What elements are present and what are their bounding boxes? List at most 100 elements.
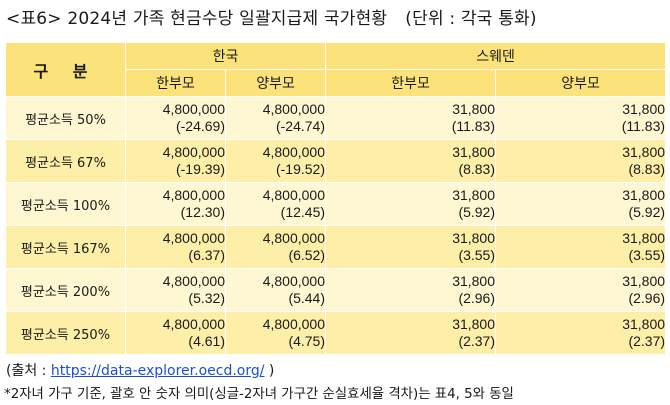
table-cell: 31,800 (3.55) bbox=[495, 225, 667, 269]
table-cell: 31,800 (11.83) bbox=[325, 96, 497, 140]
table-title: <표6> 2024년 가족 현금수당 일괄지급제 국가현황 (단위 : 각국 통화… bbox=[6, 4, 537, 29]
cell-gap: (5.44) bbox=[288, 290, 326, 306]
cell-amount: 31,800 bbox=[622, 316, 666, 332]
source-prefix: (출처 : bbox=[6, 363, 51, 379]
row-label: 평균소득 250% bbox=[5, 311, 126, 355]
row-label: 평균소득 50% bbox=[5, 96, 126, 140]
cell-amount: 4,800,000 bbox=[262, 230, 326, 246]
cell-amount: 4,800,000 bbox=[162, 230, 225, 246]
cell-gap: (-24.69) bbox=[175, 118, 225, 134]
table-cell: 31,800 (2.96) bbox=[325, 268, 497, 312]
cell-amount: 4,800,000 bbox=[262, 187, 326, 203]
cell-gap: (6.52) bbox=[288, 247, 326, 263]
table-cell: 31,800 (8.83) bbox=[325, 139, 497, 183]
header-sub: 한부모 bbox=[125, 69, 226, 97]
table-title-main: <표6> 2024년 가족 현금수당 일괄지급제 국가현황 bbox=[6, 9, 388, 29]
cell-amount: 4,800,000 bbox=[162, 273, 225, 289]
cell-amount: 4,800,000 bbox=[262, 273, 326, 289]
cell-amount: 4,800,000 bbox=[162, 187, 225, 203]
cell-amount: 31,800 bbox=[622, 230, 666, 246]
cell-gap: (11.83) bbox=[621, 118, 666, 134]
row-label: 평균소득 200% bbox=[5, 268, 126, 312]
cell-gap: (5.92) bbox=[458, 204, 496, 220]
table-cell: 31,800 (2.96) bbox=[495, 268, 667, 312]
cell-gap: (2.37) bbox=[628, 333, 666, 349]
cell-gap: (4.75) bbox=[288, 333, 326, 349]
table-cell: 4,800,000 (4.61) bbox=[125, 311, 226, 355]
table-cell: 31,800 (2.37) bbox=[495, 311, 667, 355]
table-row: 평균소득 50% 4,800,000 (-24.69) 4,800,000 (-24.7… bbox=[5, 96, 667, 140]
cell-amount: 31,800 bbox=[452, 144, 496, 160]
cell-gap: (8.83) bbox=[628, 161, 666, 177]
table-row: 평균소득 67% 4,800,000 (-19.39) 4,800,000 (-19.5… bbox=[5, 139, 667, 183]
cell-gap: (11.83) bbox=[451, 118, 496, 134]
cell-gap: (5.92) bbox=[628, 204, 666, 220]
cell-amount: 4,800,000 bbox=[162, 144, 225, 160]
table-row: 평균소득 200% 4,800,000 (5.32) 4,800,000 (5.44) 3… bbox=[5, 268, 667, 312]
cell-gap: (2.37) bbox=[458, 333, 496, 349]
table-cell: 4,800,000 (6.37) bbox=[125, 225, 226, 269]
header-country-korea: 한국 bbox=[124, 42, 327, 70]
table-cell: 31,800 (8.83) bbox=[495, 139, 667, 183]
cell-gap: (6.37) bbox=[188, 247, 225, 263]
header-sub: 한부모 bbox=[325, 69, 497, 97]
table-cell: 4,800,000 (4.75) bbox=[224, 311, 327, 355]
cell-gap: (5.32) bbox=[188, 290, 225, 306]
cell-gap: (-24.74) bbox=[275, 118, 326, 134]
header-sub: 양부모 bbox=[495, 69, 667, 97]
table-row: 평균소득 250% 4,800,000 (4.61) 4,800,000 (4.75) 3… bbox=[5, 311, 667, 355]
table-cell: 4,800,000 (6.52) bbox=[224, 225, 327, 269]
table-cell: 4,800,000 (-24.74) bbox=[224, 96, 327, 140]
table-cell: 4,800,000 (12.30) bbox=[125, 182, 226, 226]
cell-gap: (2.96) bbox=[458, 290, 496, 306]
cell-amount: 31,800 bbox=[622, 273, 666, 289]
cell-amount: 4,800,000 bbox=[162, 316, 225, 332]
data-table: 구 분 한국 스웨덴 한부모 양부모 한부모 양부모 평균소득 50% 4,800… bbox=[5, 42, 667, 355]
cell-amount: 4,800,000 bbox=[262, 144, 326, 160]
source-suffix: ) bbox=[264, 363, 275, 379]
table-cell: 31,800 (5.92) bbox=[325, 182, 497, 226]
cell-amount: 31,800 bbox=[452, 230, 496, 246]
cell-amount: 4,800,000 bbox=[262, 101, 326, 117]
cell-amount: 4,800,000 bbox=[262, 316, 326, 332]
table-unit: (단위 : 각국 통화) bbox=[405, 9, 537, 29]
table-cell: 31,800 (11.83) bbox=[495, 96, 667, 140]
cell-amount: 31,800 bbox=[452, 316, 496, 332]
table-cell: 4,800,000 (5.44) bbox=[224, 268, 327, 312]
table-row: 평균소득 167% 4,800,000 (6.37) 4,800,000 (6.52) 3… bbox=[5, 225, 667, 269]
cell-gap: (2.96) bbox=[628, 290, 666, 306]
cell-gap: (3.55) bbox=[458, 247, 496, 263]
row-label: 평균소득 100% bbox=[5, 182, 126, 226]
table-cell: 4,800,000 (12.45) bbox=[224, 182, 327, 226]
corner-header: 구 분 bbox=[5, 42, 126, 97]
cell-amount: 31,800 bbox=[622, 144, 666, 160]
cell-amount: 31,800 bbox=[622, 101, 666, 117]
cell-gap: (-19.52) bbox=[275, 161, 326, 177]
cell-amount: 31,800 bbox=[622, 187, 666, 203]
cell-gap: (3.55) bbox=[628, 247, 666, 263]
cell-gap: (12.45) bbox=[280, 204, 326, 220]
source-line: (출처 : https://data-explorer.oecd.org/ ) bbox=[6, 360, 274, 380]
header-country-sweden: 스웨덴 bbox=[325, 42, 667, 70]
cell-gap: (4.61) bbox=[188, 333, 225, 349]
cell-gap: (-19.39) bbox=[175, 161, 225, 177]
table-cell: 4,800,000 (-19.52) bbox=[224, 139, 327, 183]
row-label: 평균소득 167% bbox=[5, 225, 126, 269]
source-link[interactable]: https://data-explorer.oecd.org/ bbox=[50, 363, 265, 379]
row-label: 평균소득 67% bbox=[5, 139, 126, 183]
cell-amount: 31,800 bbox=[452, 101, 496, 117]
header-sub: 양부모 bbox=[224, 69, 327, 97]
cell-gap: (8.83) bbox=[458, 161, 496, 177]
cell-amount: 31,800 bbox=[452, 187, 496, 203]
table-cell: 31,800 (2.37) bbox=[325, 311, 497, 355]
cell-amount: 4,800,000 bbox=[162, 101, 225, 117]
table-cell: 4,800,000 (-19.39) bbox=[125, 139, 226, 183]
table-row: 평균소득 100% 4,800,000 (12.30) 4,800,000 (12.45… bbox=[5, 182, 667, 226]
table-cell: 31,800 (5.92) bbox=[495, 182, 667, 226]
cell-gap: (12.30) bbox=[180, 204, 225, 220]
footnote: *2자녀 가구 기준, 괄호 안 숫자 의미(싱글-2자녀 가구간 순실효세율 … bbox=[4, 387, 514, 402]
table-cell: 31,800 (3.55) bbox=[325, 225, 497, 269]
table-cell: 4,800,000 (5.32) bbox=[125, 268, 226, 312]
table-cell: 4,800,000 (-24.69) bbox=[125, 96, 226, 140]
cell-amount: 31,800 bbox=[452, 273, 496, 289]
